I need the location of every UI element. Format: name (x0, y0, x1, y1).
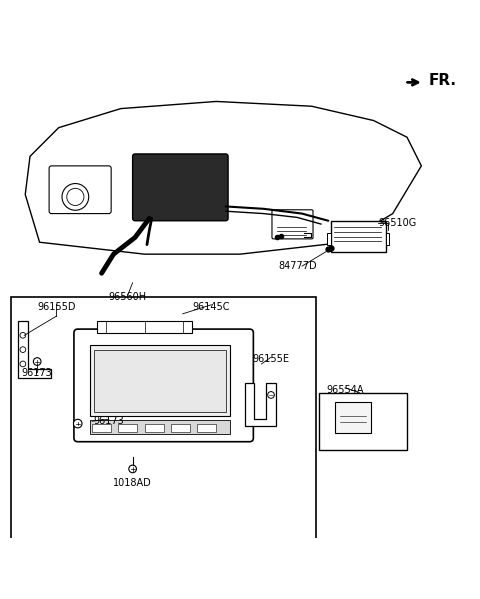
Bar (197, 423, 216, 432)
Text: 96554A: 96554A (326, 385, 364, 395)
Bar (327, 232, 331, 244)
Bar (97, 321, 192, 333)
Circle shape (20, 332, 26, 338)
PathPatch shape (18, 321, 51, 378)
FancyBboxPatch shape (272, 210, 313, 239)
FancyBboxPatch shape (132, 154, 228, 221)
Bar (118, 423, 137, 432)
Circle shape (268, 392, 275, 398)
Circle shape (62, 183, 89, 210)
Bar (385, 232, 389, 244)
Bar (171, 423, 190, 432)
Bar (92, 423, 111, 432)
Circle shape (73, 419, 82, 428)
Text: 96155D: 96155D (37, 302, 75, 311)
Circle shape (129, 465, 136, 473)
Circle shape (34, 358, 41, 365)
Bar (319, 392, 407, 450)
Text: 1018AD: 1018AD (113, 478, 152, 488)
Text: 96173: 96173 (22, 368, 52, 379)
Circle shape (67, 188, 84, 205)
FancyBboxPatch shape (74, 329, 253, 441)
PathPatch shape (245, 383, 276, 426)
Bar (144, 423, 164, 432)
FancyBboxPatch shape (49, 166, 111, 214)
Text: 96145C: 96145C (192, 302, 230, 311)
Text: FR.: FR. (429, 74, 456, 89)
Text: 96173: 96173 (94, 416, 124, 426)
Text: 84777D: 84777D (278, 261, 317, 271)
PathPatch shape (25, 101, 421, 254)
Bar (336, 402, 371, 433)
Circle shape (20, 347, 26, 352)
Bar (90, 345, 230, 416)
Text: 96560H: 96560H (109, 292, 147, 302)
Bar (95, 350, 226, 412)
Text: 96510G: 96510G (378, 218, 417, 228)
Text: 96155E: 96155E (252, 354, 289, 364)
Bar (90, 420, 230, 434)
Circle shape (20, 361, 26, 367)
Bar (331, 221, 385, 252)
Bar (11, 297, 316, 599)
